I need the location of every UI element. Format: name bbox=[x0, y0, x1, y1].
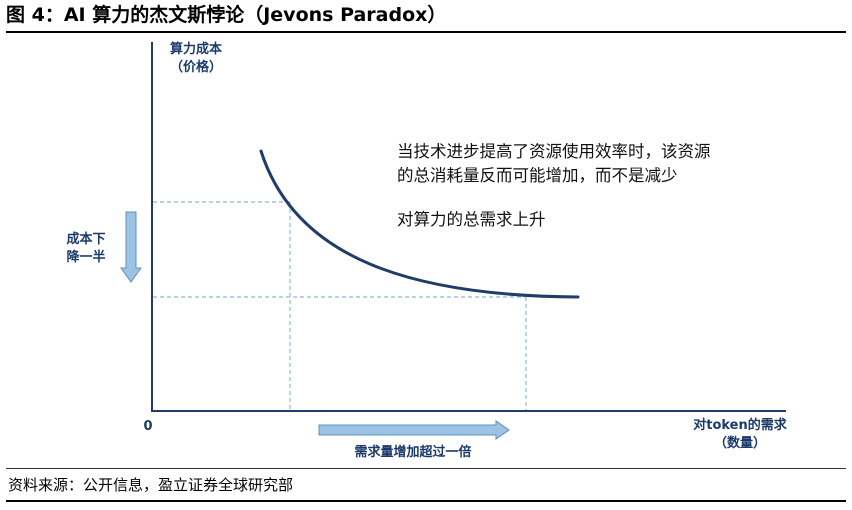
y-axis-label-line1: 算力成本 bbox=[170, 41, 222, 57]
cost-down-label-line1: 成本下 bbox=[66, 231, 105, 247]
x-axis-label-line2: （数量） bbox=[714, 435, 766, 451]
source-rule bbox=[6, 468, 846, 469]
annotation-line3: 对算力的总需求上升 bbox=[397, 210, 546, 229]
source-note: 资料来源：公开信息，盈立证券全球研究部 bbox=[8, 476, 294, 494]
demand-increase-label: 需求量增加超过一倍 bbox=[354, 444, 471, 460]
cost-down-arrow bbox=[120, 211, 142, 283]
top-rule bbox=[6, 31, 846, 33]
demand-increase-arrow bbox=[318, 420, 510, 440]
bottom-rule bbox=[6, 500, 846, 502]
annotation-line2: 的总消耗量反而可能增加，而不是减少 bbox=[397, 166, 678, 185]
figure-title: 图 4：AI 算力的杰文斯悖论（Jevons Paradox） bbox=[6, 4, 447, 26]
cost-down-label-line2: 降一半 bbox=[66, 249, 105, 265]
demand-curve bbox=[259, 149, 580, 299]
y-axis-label-line2: （价格） bbox=[170, 59, 222, 75]
annotation-line1: 当技术进步提高了资源使用效率时，该资源 bbox=[397, 142, 711, 161]
x-axis-label-line1: 对token的需求 bbox=[693, 417, 788, 433]
origin-label: 0 bbox=[143, 419, 152, 434]
